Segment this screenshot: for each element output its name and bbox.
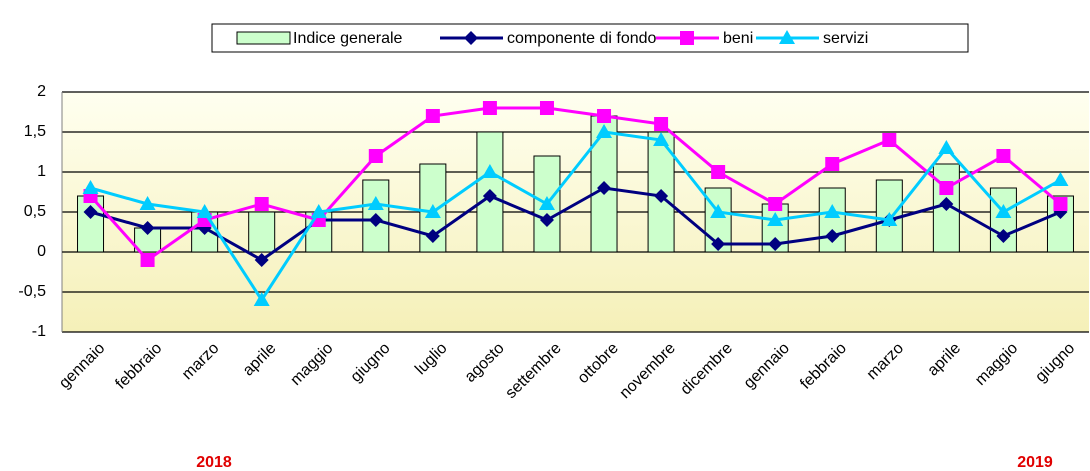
legend-label: Indice generale: [293, 30, 403, 47]
marker: [939, 197, 954, 211]
x-tick-label: maggio: [287, 340, 336, 389]
x-tick-label: marzo: [179, 340, 223, 384]
marker: [310, 204, 327, 218]
legend-box: [211, 23, 969, 53]
marker: [680, 31, 694, 45]
marker: [938, 140, 955, 154]
marker: [881, 212, 898, 226]
marker: [939, 181, 954, 195]
x-tick-label: maggio: [972, 340, 1021, 389]
marker: [1053, 197, 1068, 211]
x-tick-label: dicembre: [677, 340, 736, 399]
marker: [767, 212, 784, 226]
y-tick-label: 2: [37, 83, 46, 100]
marker: [196, 204, 213, 218]
marker: [825, 229, 840, 243]
x-tick-label: febbraio: [797, 340, 850, 393]
x-tick-label: aprile: [240, 340, 280, 380]
x-tick-label: luglio: [412, 340, 451, 379]
marker: [1052, 172, 1069, 186]
marker: [539, 101, 554, 115]
x-tick-label: settembre: [502, 340, 564, 402]
x-tick-label: giugno: [348, 340, 394, 386]
x-tick-label: aprile: [924, 340, 964, 380]
marker: [825, 157, 840, 171]
line: [90, 130, 1062, 303]
marker: [768, 237, 783, 251]
marker: [779, 30, 795, 44]
marker: [140, 253, 155, 267]
marker: [482, 189, 497, 203]
marker: [653, 132, 670, 146]
marker: [367, 196, 384, 210]
marker: [82, 180, 99, 194]
marker: [254, 197, 269, 211]
marker: [425, 109, 440, 123]
x-tick-label: giugno: [1032, 340, 1078, 386]
x-tick-label: agosto: [462, 340, 508, 386]
marker: [539, 213, 554, 227]
marker: [824, 204, 841, 218]
marker: [654, 117, 669, 131]
marker: [538, 196, 555, 210]
marker: [481, 164, 498, 178]
marker: [995, 204, 1012, 218]
marker: [711, 165, 726, 179]
bar: [875, 179, 903, 253]
marker: [711, 237, 726, 251]
y-tick-label: 1,5: [24, 123, 46, 140]
marker: [654, 189, 669, 203]
marker: [425, 229, 440, 243]
marker: [139, 196, 156, 210]
marker: [882, 133, 897, 147]
line: [90, 186, 1062, 262]
x-tick-label: gennaio: [741, 340, 793, 392]
bar: [248, 211, 276, 253]
y-tick-label: -1: [32, 323, 46, 340]
marker: [597, 109, 612, 123]
marker: [597, 181, 612, 195]
marker: [710, 204, 727, 218]
y-tick-label: -0,5: [18, 283, 46, 300]
x-tick-label: febbraio: [112, 340, 165, 393]
marker: [83, 205, 98, 219]
y-tick-label: 0: [37, 243, 46, 260]
marker: [368, 213, 383, 227]
marker: [482, 101, 497, 115]
x-tick-label: marzo: [864, 340, 908, 384]
y-tick-label: 0,5: [24, 203, 46, 220]
marker: [253, 292, 270, 306]
year-label: 2018: [196, 454, 232, 471]
x-tick-label: gennaio: [56, 340, 108, 392]
marker: [424, 204, 441, 218]
marker: [368, 149, 383, 163]
x-tick-label: ottobre: [575, 340, 622, 387]
marker: [996, 229, 1011, 243]
legend-label: componente di fondo: [507, 30, 657, 47]
marker: [254, 253, 269, 267]
marker: [996, 149, 1011, 163]
marker: [768, 197, 783, 211]
line: [89, 106, 1062, 262]
marker: [140, 221, 155, 235]
legend-label: servizi: [823, 30, 868, 47]
legend-swatch: [236, 31, 291, 45]
marker: [464, 31, 478, 45]
legend-label: beni: [723, 30, 753, 47]
year-label: 2019: [1017, 454, 1053, 471]
x-tick-label: novembre: [617, 340, 679, 402]
y-tick-label: 1: [37, 163, 46, 180]
marker: [596, 124, 613, 138]
